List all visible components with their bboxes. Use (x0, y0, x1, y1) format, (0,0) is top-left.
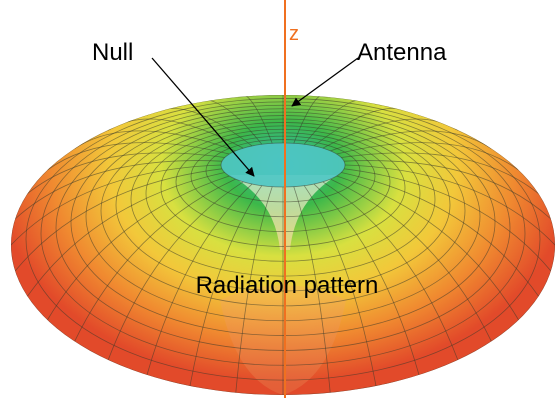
pattern-label: Radiation pattern (196, 272, 379, 299)
diagram: z Null Antenna Radiation pattern (0, 0, 556, 398)
axis-label: z (289, 23, 299, 45)
radiation-pattern-figure: z Null Antenna Radiation pattern (0, 0, 556, 398)
null-label: Null (92, 39, 133, 66)
antenna-label: Antenna (357, 39, 447, 66)
